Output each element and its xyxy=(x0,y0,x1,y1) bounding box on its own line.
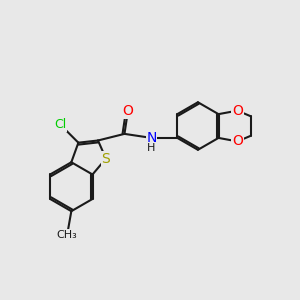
Text: O: O xyxy=(232,103,243,118)
Text: CH₃: CH₃ xyxy=(56,230,77,240)
Text: N: N xyxy=(146,131,157,145)
Text: H: H xyxy=(147,143,156,153)
Text: O: O xyxy=(232,134,243,148)
Text: O: O xyxy=(122,104,133,118)
Text: Cl: Cl xyxy=(54,118,67,131)
Text: S: S xyxy=(102,152,110,166)
